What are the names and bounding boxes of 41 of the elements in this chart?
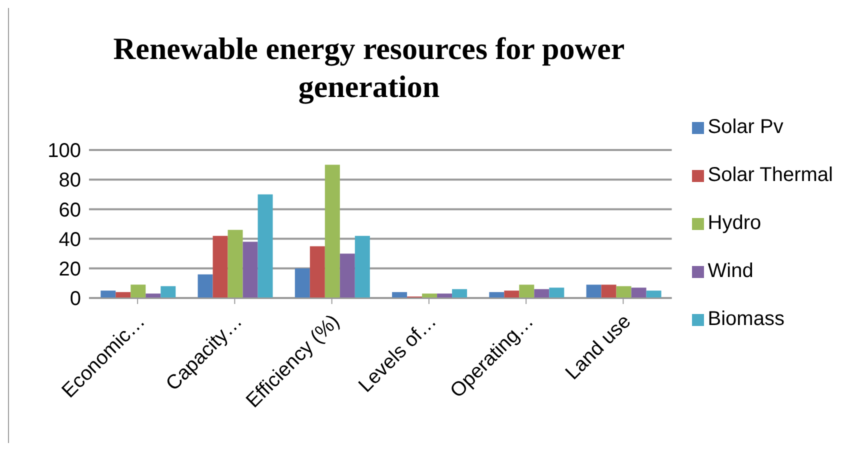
bar bbox=[549, 288, 564, 298]
bar bbox=[392, 292, 408, 298]
bar bbox=[489, 292, 504, 298]
legend-label: Solar Pv bbox=[708, 116, 784, 138]
bar bbox=[310, 246, 325, 298]
legend-label: Biomass bbox=[708, 308, 784, 330]
bar bbox=[294, 268, 310, 298]
y-tick-label: 0 bbox=[70, 288, 81, 310]
bar bbox=[100, 290, 116, 298]
bar bbox=[198, 274, 213, 298]
bar bbox=[616, 286, 632, 298]
bar bbox=[422, 294, 438, 298]
y-tick-label: 20 bbox=[58, 258, 81, 280]
bar bbox=[601, 284, 616, 298]
bar bbox=[504, 290, 520, 298]
bar bbox=[160, 286, 176, 298]
y-tick-label: 100 bbox=[48, 140, 81, 162]
bar bbox=[258, 194, 273, 298]
y-tick-label: 60 bbox=[58, 199, 81, 222]
bar bbox=[242, 242, 258, 298]
bar bbox=[228, 230, 243, 298]
bar bbox=[437, 294, 452, 298]
bar bbox=[519, 284, 534, 298]
bar bbox=[130, 284, 146, 298]
legend-label: Hydro bbox=[708, 212, 762, 234]
y-tick-label: 80 bbox=[58, 170, 81, 192]
bar bbox=[452, 289, 468, 298]
legend-label: Wind bbox=[708, 260, 754, 282]
bar bbox=[646, 290, 662, 298]
bar bbox=[146, 294, 161, 298]
chart-title: Renewable energy resources for power generation bbox=[112, 30, 626, 106]
bar bbox=[212, 236, 228, 298]
bar bbox=[586, 284, 602, 298]
bar bbox=[116, 292, 131, 298]
bar bbox=[534, 289, 550, 298]
y-tick-label: 40 bbox=[58, 228, 81, 251]
bar bbox=[354, 236, 370, 298]
bar bbox=[324, 164, 340, 298]
legend-label: Solar Thermal bbox=[708, 164, 833, 186]
bar bbox=[340, 254, 355, 298]
bar bbox=[631, 288, 646, 298]
